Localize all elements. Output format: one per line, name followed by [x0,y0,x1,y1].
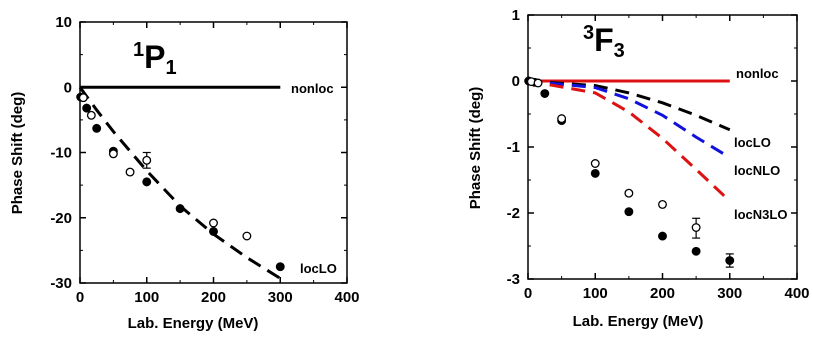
y-tick-label: -20 [50,210,72,227]
series-label-loclo: locLO [734,135,771,150]
x-ticks: 0 100 200 300 400 [524,15,810,302]
data-point-filled [275,262,285,272]
series-label-locn3lo: locN3LO [734,207,787,222]
x-tick-label: 400 [784,285,809,302]
title-superscript: 1 [133,39,144,61]
x-axis-label: Lab. Energy (MeV) [573,313,704,330]
series-line-loclo [527,79,731,132]
x-tick-label: 200 [650,285,675,302]
x-tick-label: 0 [76,289,84,306]
data-point-open [142,155,152,165]
y-tick-label: -30 [50,275,72,292]
data-point-open [242,231,252,241]
data-point-open [590,159,600,168]
y-tick-label: 10 [55,14,72,31]
data-point-open [533,78,543,88]
y-ticks: 1 0 -1 -2 -3 [507,7,797,288]
data-point-filled [92,123,102,133]
x-tick-label: 300 [268,289,293,306]
series-label-nonloc: nonloc [736,66,779,81]
series-line-locn3lo [527,79,731,203]
data-point-open [78,93,88,103]
data-point-filled [624,207,634,217]
series-label-nonloc: nonloc [291,81,334,96]
series-lines [527,79,731,203]
data-point-open [125,167,135,177]
y-tick-label: -2 [507,205,520,222]
x-axis-label: Lab. Energy (MeV) [128,315,259,332]
data-point-open [624,188,634,198]
data-point-open [108,149,118,159]
data-point-open [658,199,667,209]
x-tick-label: 400 [334,289,359,306]
series-label-loclo: locLO [300,261,337,276]
data-points [76,92,285,272]
series-line-locnlo [527,79,731,159]
data-point-filled [725,256,735,265]
y-tick-label: -10 [50,145,72,162]
series-label-locnlo: locNLO [734,163,780,178]
y-tick-label: 1 [512,7,520,24]
data-points [524,76,735,268]
series-lines [78,85,282,280]
y-tick-label: 0 [512,73,520,90]
data-point-open [691,223,701,232]
title-subscript: 1 [165,57,176,79]
x-ticks: 0 100 200 300 400 [76,22,360,306]
title-main: F [594,22,614,58]
data-point-filled [142,177,152,187]
x-tick-label: 200 [201,289,226,306]
series-line-loclo [78,86,282,280]
x-tick-label: 100 [583,285,608,302]
title-subscript: 3 [614,40,625,62]
data-point-open [557,114,567,124]
y-ticks: 10 0 -10 -20 -30 [50,14,347,292]
data-point-filled [691,246,701,256]
panel-3f3: 1 0 -1 -2 -3 0 100 200 300 400 3F3 Lab. Energy (… [467,7,810,330]
x-tick-label: 300 [717,285,742,302]
chart-title: 3F3 [583,22,625,62]
data-point-open [209,218,218,228]
data-point-filled [540,89,550,98]
y-tick-label: 0 [64,79,72,96]
chart-title: 1P1 [133,39,177,79]
title-superscript: 3 [583,22,594,44]
y-tick-label: -3 [507,271,520,288]
title-main: P [144,39,165,75]
plot-frame [79,21,348,284]
data-point-filled [658,231,667,241]
data-point-open [86,110,96,120]
data-point-filled [82,103,92,113]
data-point-filled [175,204,185,214]
data-point-filled [590,168,600,178]
y-axis-label: Phase Shift (deg) [9,92,26,215]
data-point-filled [209,227,218,236]
x-tick-label: 100 [134,289,159,306]
panel-1p1: 100-10-20-30 0 100 200 300 400 1P1 Lab. Ener… [9,14,360,332]
y-axis-label: Phase Shift (deg) [467,87,484,210]
y-tick-label: -1 [507,139,520,156]
x-tick-label: 0 [524,285,532,302]
